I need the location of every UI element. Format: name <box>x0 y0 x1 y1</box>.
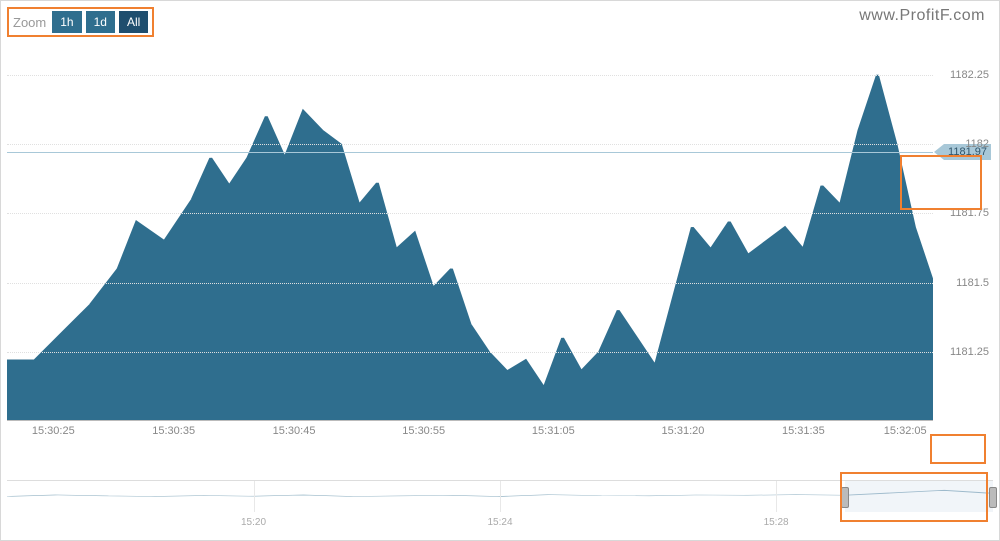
gridline <box>7 213 933 214</box>
zoom-button-all[interactable]: All <box>119 11 148 33</box>
x-axis: 15:30:25 15:30:35 15:30:45 15:30:55 15:31:05… <box>7 421 933 441</box>
navigator-tick-label: 15:28 <box>764 517 789 528</box>
x-tick-label: 15:30:35 <box>152 425 195 437</box>
plot-area[interactable]: 1181.97 <box>7 61 933 421</box>
gridline <box>7 144 933 145</box>
x-tick-label: 15:30:55 <box>402 425 445 437</box>
zoom-controls: Zoom 1h1dAll <box>7 7 154 37</box>
x-tick-label: 15:31:35 <box>782 425 825 437</box>
navigator-handle-from[interactable] <box>841 487 849 508</box>
y-tick-label: 1181.75 <box>950 207 989 219</box>
x-tick-label: 15:30:25 <box>32 425 75 437</box>
navigator-tick-line <box>500 481 501 512</box>
zoom-button-1h[interactable]: 1h <box>52 11 81 33</box>
chart-container: Zoom 1h1dAll www.ProfitF.com 1181.97 118… <box>0 0 1000 541</box>
x-tick-label: 15:30:45 <box>273 425 316 437</box>
y-tick-label: 1181.5 <box>956 277 989 289</box>
topbar: Zoom 1h1dAll www.ProfitF.com <box>7 7 993 35</box>
navigator-tick-label: 15:24 <box>487 517 512 528</box>
x-tick-label: 15:31:20 <box>662 425 705 437</box>
navigator-tick-line <box>254 481 255 512</box>
zoom-button-1d[interactable]: 1d <box>86 11 115 33</box>
gridline <box>7 352 933 353</box>
navigator-window[interactable] <box>845 481 993 512</box>
area-series <box>7 61 933 421</box>
y-tick-label: 1181.25 <box>950 346 989 358</box>
y-tick-label: 1182.25 <box>950 69 989 81</box>
x-tick-label: 15:31:05 <box>532 425 575 437</box>
watermark: www.ProfitF.com <box>859 7 993 25</box>
main-chart: 1181.97 1181.251181.51181.7511821182.25 … <box>7 61 993 441</box>
navigator-tick-line <box>776 481 777 512</box>
navigator-tick-label: 15:20 <box>241 517 266 528</box>
zoom-label: Zoom <box>13 15 46 30</box>
y-axis: 1181.25 1181.5 1181.75 1182 1182.25 <box>935 61 993 421</box>
navigator[interactable]: 15:20 15:24 15:28 <box>7 480 993 530</box>
x-tick-label: 15:32:05 <box>884 425 927 437</box>
gridline <box>7 75 933 76</box>
navigator-handle-to[interactable] <box>989 487 997 508</box>
y-tick-label: 1182 <box>965 138 989 150</box>
gridline <box>7 283 933 284</box>
